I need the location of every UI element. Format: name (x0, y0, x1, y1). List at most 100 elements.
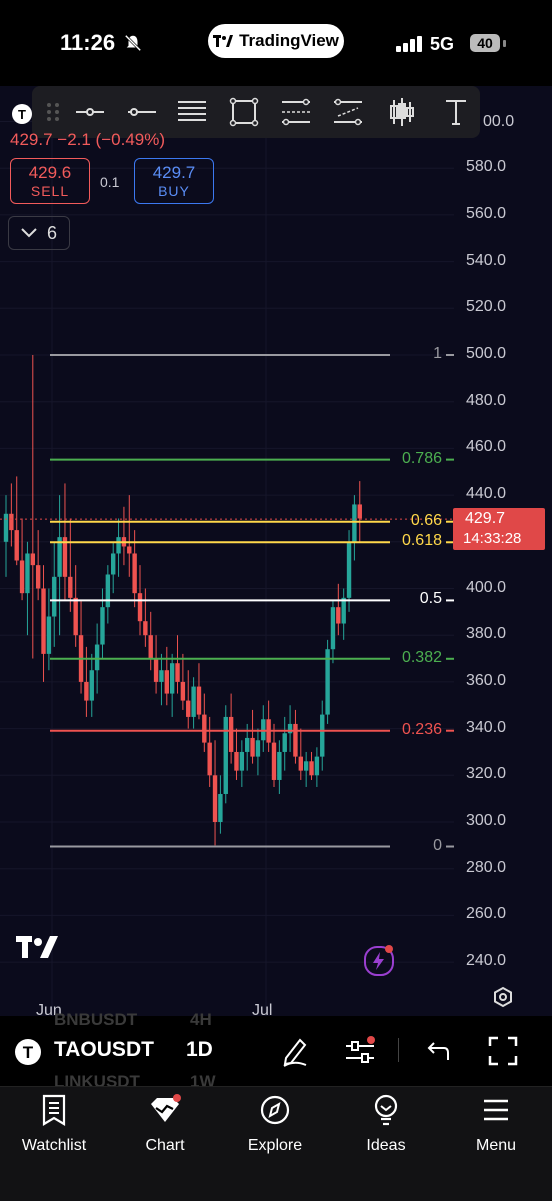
fib-label-0-786: 0.786 (401, 449, 442, 467)
fib-label-0: 0 (433, 836, 442, 854)
rectangle-icon[interactable] (228, 96, 260, 128)
indicators-toggle-button[interactable]: 6 (8, 216, 70, 250)
chart-tab-icon (151, 1094, 181, 1122)
svg-text:T: T (23, 1043, 34, 1062)
nav-ideas[interactable]: Ideas (338, 1094, 434, 1155)
battery-icon: 40 (470, 34, 500, 52)
interval-button[interactable]: 1D (186, 1038, 213, 1061)
time-tick-jun: Jun (36, 1002, 62, 1019)
candle-body (336, 607, 341, 624)
ghost-tf-1: 4H (190, 1010, 212, 1029)
fib-channel-icon[interactable] (332, 96, 364, 128)
fib-label-0-5: 0.5 (419, 590, 442, 608)
fullscreen-icon[interactable] (488, 1036, 518, 1066)
fib-label-0-236: 0.236 (401, 720, 442, 738)
candle-body (41, 588, 46, 654)
candle-body (212, 775, 218, 822)
indicators-sliders-icon[interactable] (344, 1036, 376, 1066)
nav-chart[interactable]: Chart (117, 1094, 213, 1155)
ray-icon[interactable] (126, 96, 158, 128)
drawing-toolbar[interactable] (32, 86, 480, 138)
candle-body (30, 553, 35, 566)
candles-icon[interactable] (386, 96, 418, 128)
toolbar-divider (398, 1038, 399, 1062)
buy-price: 429.7 (152, 163, 196, 182)
nav-watchlist[interactable]: Watchlist (6, 1094, 102, 1155)
price-tick: 580.0 (466, 158, 507, 176)
candle-body (228, 716, 234, 752)
candle-body (62, 537, 68, 577)
sell-button[interactable]: 429.6 SELL (10, 158, 90, 204)
price-tick: 360.0 (466, 671, 507, 689)
candle-body (111, 553, 116, 575)
chart-canvas[interactable] (0, 86, 552, 1016)
ghost-symbol-1: BNBUSDT (54, 1010, 138, 1029)
candle-body (298, 756, 303, 771)
candle-body (35, 565, 41, 589)
text-icon[interactable] (440, 96, 472, 128)
candle-body (255, 740, 261, 757)
flash-button[interactable] (364, 945, 394, 976)
settings-hexagon-icon[interactable] (492, 986, 514, 1008)
spread-value: 0.1 (100, 174, 120, 190)
candle-body (89, 670, 94, 701)
candle-body (169, 663, 175, 694)
price-tick: 320.0 (466, 765, 507, 783)
candle-body (207, 742, 212, 776)
price-tick: 380.0 (466, 625, 507, 643)
fib-label-0-66: 0.66 (410, 511, 442, 529)
candle-body (137, 593, 143, 622)
cellular-signal-icon (396, 36, 422, 52)
candle-body (320, 714, 325, 757)
drawing-pen-icon[interactable] (280, 1034, 310, 1068)
candle-body (159, 670, 164, 682)
price-tick: 280.0 (466, 858, 507, 876)
price-tick: 520.0 (466, 298, 507, 316)
nav-label-chart: Chart (145, 1137, 185, 1154)
candle-body (303, 761, 309, 771)
candle-body (116, 537, 121, 554)
svg-text:T: T (18, 107, 26, 122)
candle-body (148, 635, 153, 659)
chart-area[interactable] (0, 86, 552, 1016)
candle-body (357, 504, 362, 519)
sell-label: SELL (30, 183, 70, 199)
candle-body (52, 576, 57, 617)
candle-body (105, 574, 111, 608)
candle-body (287, 723, 293, 734)
nav-explore[interactable]: Explore (227, 1094, 323, 1155)
candle-body (127, 546, 132, 554)
buy-label: BUY (158, 183, 190, 199)
candle-body (250, 737, 255, 757)
hamburger-menu-icon (484, 1099, 508, 1121)
drag-handle-icon[interactable] (38, 96, 70, 128)
candle-body (341, 597, 346, 624)
price-tick: 460.0 (466, 438, 507, 456)
tradingview-logo-icon (213, 35, 234, 47)
ticker-name[interactable]: TAOUSDT (54, 1038, 154, 1061)
sell-price: 429.6 (28, 163, 72, 182)
candle-body (143, 621, 148, 636)
candle-body (68, 576, 73, 598)
app-pill[interactable]: TradingView (208, 24, 344, 58)
parallel-channel-icon[interactable] (280, 96, 312, 128)
candle-body (164, 670, 169, 694)
candle-body (346, 541, 352, 598)
symbol-logo-icon: T (12, 104, 32, 124)
price-tick: 440.0 (466, 485, 507, 503)
app-pill-label: TradingView (239, 31, 339, 50)
nav-menu[interactable]: Menu (448, 1094, 544, 1155)
bar-countdown: 14:33:28 (463, 530, 522, 547)
horizontal-lines-icon[interactable] (176, 96, 208, 128)
ticker-logo-icon[interactable]: T (14, 1038, 42, 1066)
candle-body (196, 686, 202, 715)
candle-body (57, 537, 62, 577)
price-tick: 340.0 (466, 718, 507, 736)
watchlist-icon (42, 1094, 66, 1126)
trend-line-icon[interactable] (74, 96, 106, 128)
buy-button[interactable]: 429.7 BUY (134, 158, 214, 204)
candle-body (293, 723, 298, 757)
time-tick-jul: Jul (252, 1002, 273, 1019)
undo-icon[interactable] (424, 1040, 450, 1062)
candle-body (271, 742, 277, 780)
